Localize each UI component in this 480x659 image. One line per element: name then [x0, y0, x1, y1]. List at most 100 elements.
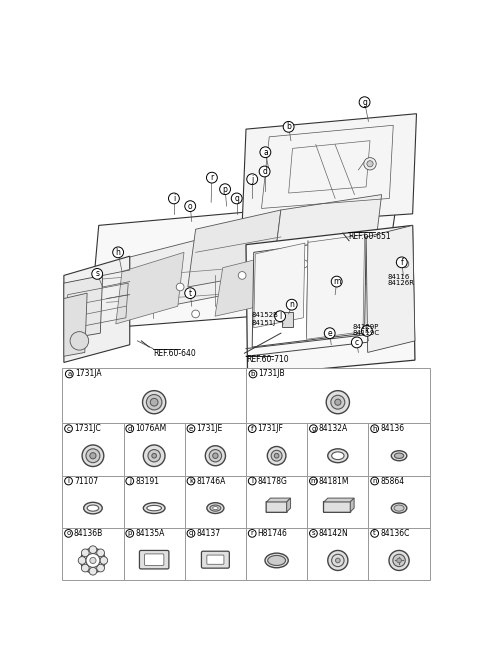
Text: b: b — [251, 371, 255, 377]
Polygon shape — [188, 210, 281, 287]
Circle shape — [89, 567, 97, 575]
Circle shape — [185, 201, 196, 212]
Circle shape — [65, 530, 72, 537]
Polygon shape — [287, 498, 290, 512]
Ellipse shape — [328, 449, 348, 463]
Bar — [282, 312, 293, 327]
Bar — [123, 476, 185, 528]
Text: 81746A: 81746A — [196, 476, 226, 486]
Circle shape — [259, 166, 270, 177]
Text: d: d — [262, 167, 267, 176]
Text: t: t — [373, 530, 376, 536]
Ellipse shape — [207, 503, 224, 513]
Text: 84132A: 84132A — [319, 424, 348, 433]
Text: 84116: 84116 — [387, 274, 409, 280]
Circle shape — [126, 425, 133, 432]
Polygon shape — [269, 194, 382, 302]
Circle shape — [231, 193, 242, 204]
Text: 1731JA: 1731JA — [75, 370, 101, 378]
Text: o: o — [66, 530, 71, 536]
Text: c: c — [355, 338, 359, 347]
Text: b: b — [286, 123, 291, 131]
Text: 84129P: 84129P — [353, 324, 379, 330]
Circle shape — [187, 425, 195, 432]
Circle shape — [331, 276, 342, 287]
Text: s: s — [312, 530, 315, 536]
Bar — [62, 423, 123, 476]
Circle shape — [331, 395, 345, 409]
Circle shape — [146, 395, 162, 410]
Text: n: n — [289, 301, 294, 309]
Circle shape — [150, 398, 158, 406]
FancyBboxPatch shape — [207, 555, 224, 564]
FancyBboxPatch shape — [144, 554, 164, 565]
Circle shape — [65, 477, 72, 485]
Text: 84136B: 84136B — [74, 529, 103, 538]
Text: f: f — [251, 426, 253, 432]
Polygon shape — [306, 235, 365, 339]
Text: o: o — [188, 202, 192, 211]
Circle shape — [310, 530, 317, 537]
Bar — [246, 528, 307, 581]
Text: t: t — [189, 289, 192, 298]
Circle shape — [187, 530, 195, 537]
Text: p: p — [223, 185, 228, 194]
Polygon shape — [252, 237, 366, 347]
Text: k: k — [189, 478, 193, 484]
Text: c: c — [67, 426, 71, 432]
Circle shape — [152, 453, 156, 458]
Polygon shape — [64, 275, 103, 339]
Text: j: j — [129, 478, 131, 484]
Text: s: s — [95, 270, 99, 278]
Text: h: h — [116, 248, 120, 257]
Polygon shape — [266, 498, 290, 502]
Circle shape — [361, 326, 372, 336]
Bar — [246, 476, 307, 528]
Text: a: a — [67, 371, 72, 377]
Ellipse shape — [391, 451, 407, 461]
Ellipse shape — [332, 452, 344, 459]
Circle shape — [396, 257, 407, 268]
Text: g: g — [311, 426, 316, 432]
FancyBboxPatch shape — [324, 501, 350, 512]
Text: 1731JE: 1731JE — [196, 424, 223, 433]
Bar — [369, 528, 430, 581]
Bar — [62, 528, 123, 581]
Circle shape — [310, 425, 317, 432]
Circle shape — [367, 161, 373, 167]
Circle shape — [185, 288, 196, 299]
Circle shape — [168, 193, 180, 204]
Polygon shape — [366, 225, 415, 353]
Circle shape — [310, 477, 317, 485]
Text: 84135A: 84135A — [135, 529, 165, 538]
Text: REF.60-651: REF.60-651 — [348, 231, 391, 241]
Circle shape — [82, 445, 104, 467]
Circle shape — [324, 328, 335, 339]
Circle shape — [213, 453, 218, 459]
Text: 84137: 84137 — [196, 529, 220, 538]
Circle shape — [371, 477, 379, 485]
FancyBboxPatch shape — [202, 551, 229, 568]
Polygon shape — [215, 252, 285, 316]
Circle shape — [300, 260, 308, 268]
Ellipse shape — [265, 553, 288, 568]
Circle shape — [192, 310, 200, 318]
Text: 84151J: 84151J — [252, 320, 276, 326]
Circle shape — [328, 550, 348, 571]
Text: 1731JB: 1731JB — [258, 370, 285, 378]
Polygon shape — [254, 243, 305, 328]
Ellipse shape — [213, 507, 218, 509]
Circle shape — [176, 283, 184, 291]
Polygon shape — [108, 225, 254, 318]
Ellipse shape — [144, 503, 165, 513]
Text: 84142N: 84142N — [319, 529, 348, 538]
Circle shape — [248, 425, 256, 432]
Circle shape — [148, 449, 160, 462]
Circle shape — [209, 449, 222, 462]
Circle shape — [143, 391, 166, 414]
Polygon shape — [64, 293, 87, 357]
Circle shape — [65, 425, 72, 432]
Circle shape — [248, 530, 256, 537]
Text: 85864: 85864 — [380, 476, 404, 486]
Circle shape — [274, 453, 279, 458]
